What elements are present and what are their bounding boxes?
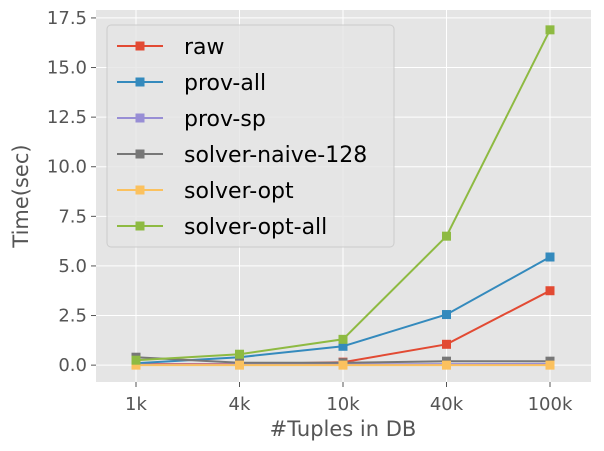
data-point xyxy=(545,252,555,262)
x-axis-ticks: 1k 4k 10k 40k 100k xyxy=(125,382,573,415)
legend-marker xyxy=(135,221,145,231)
x-tick-label: 40k xyxy=(430,394,464,415)
data-point xyxy=(545,360,555,370)
y-axis-label: Time(sec) xyxy=(9,144,33,248)
legend-label: prov-all xyxy=(184,71,266,96)
legend-entry: solver-opt xyxy=(117,179,294,204)
data-point xyxy=(235,360,244,370)
x-tick-label: 10k xyxy=(326,394,360,415)
series-lines xyxy=(131,25,555,370)
legend-marker xyxy=(135,77,145,87)
data-point xyxy=(442,231,451,241)
series-solver-opt xyxy=(131,360,555,370)
legend-entry: prov-all xyxy=(117,71,266,96)
y-tick-label: 2.5 xyxy=(58,306,87,327)
x-tick-label: 4k xyxy=(229,394,251,415)
x-tick-label: 1k xyxy=(125,394,147,415)
data-point xyxy=(338,334,348,344)
x-tick-label: 100k xyxy=(528,394,573,415)
legend-label: prov-sp xyxy=(184,107,266,132)
legend-label: solver-opt-all xyxy=(184,215,327,240)
legend-marker xyxy=(135,185,145,195)
legend: raw prov-all prov-sp solver-naive-128 solver… xyxy=(106,24,395,248)
y-tick-label: 15.0 xyxy=(47,58,87,79)
y-axis-ticks: 0.0 2.5 5.0 7.5 10.0 12.5 15.0 17.5 xyxy=(47,8,96,376)
legend-label: raw xyxy=(184,35,225,60)
legend-entry: solver-opt-all xyxy=(117,215,327,240)
legend-entry: solver-naive-128 xyxy=(117,143,367,168)
data-point xyxy=(131,360,141,370)
legend-box xyxy=(106,24,395,248)
x-axis-label: #Tuples in DB xyxy=(270,417,417,441)
data-point xyxy=(338,341,348,351)
data-point xyxy=(442,360,451,370)
y-tick-label: 12.5 xyxy=(47,107,87,128)
legend-label: solver-naive-128 xyxy=(184,143,367,168)
data-point xyxy=(235,349,244,359)
y-tick-label: 10.0 xyxy=(47,157,87,178)
y-tick-label: 0.0 xyxy=(58,355,87,376)
legend-marker xyxy=(135,113,145,123)
legend-marker xyxy=(135,149,145,159)
data-point xyxy=(338,360,348,370)
y-tick-label: 5.0 xyxy=(58,256,87,277)
data-point xyxy=(545,286,555,296)
data-point xyxy=(442,310,451,320)
legend-entry: prov-sp xyxy=(117,107,266,132)
y-tick-label: 17.5 xyxy=(47,8,87,29)
data-point xyxy=(131,355,141,365)
data-point xyxy=(442,339,451,349)
series-solver-opt-all xyxy=(131,25,555,365)
data-point xyxy=(545,25,555,35)
legend-entry: raw xyxy=(117,35,225,60)
y-tick-label: 7.5 xyxy=(58,206,87,227)
legend-marker xyxy=(135,41,145,51)
legend-label: solver-opt xyxy=(184,179,294,204)
